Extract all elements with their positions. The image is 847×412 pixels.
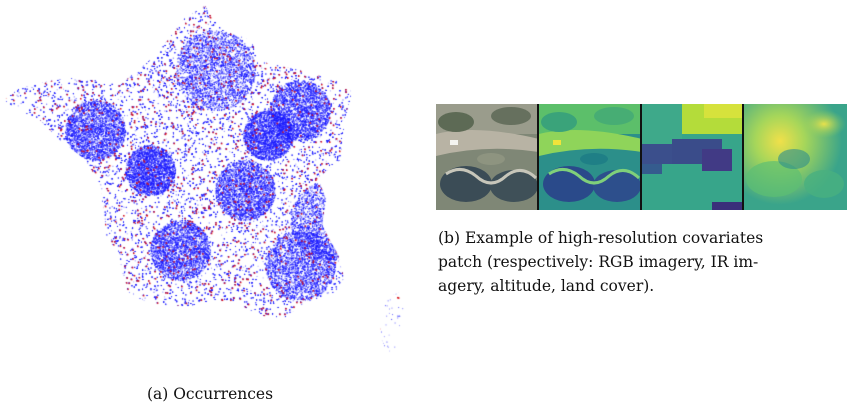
occurrences-panel: (a) Occurrences <box>0 0 420 412</box>
caption-covariates: (b) Example of high-resolution covariate… <box>438 226 847 298</box>
occurrence-map <box>0 0 420 380</box>
rgb-imagery-tile <box>436 104 539 210</box>
land-cover-tile <box>744 104 847 210</box>
caption-occurrences: (a) Occurrences <box>146 385 274 403</box>
altitude-tile <box>641 104 745 210</box>
caption-line: (b) Example of high-resolution covariate… <box>438 229 764 247</box>
caption-line: agery, altitude, land cover). <box>438 277 655 295</box>
caption-line: patch (respectively: RGB imagery, IR im- <box>438 253 759 271</box>
covariates-panel: (b) Example of high-resolution covariate… <box>436 0 847 412</box>
ir-imagery-tile <box>538 104 642 210</box>
covariate-patch-strip <box>436 104 847 210</box>
